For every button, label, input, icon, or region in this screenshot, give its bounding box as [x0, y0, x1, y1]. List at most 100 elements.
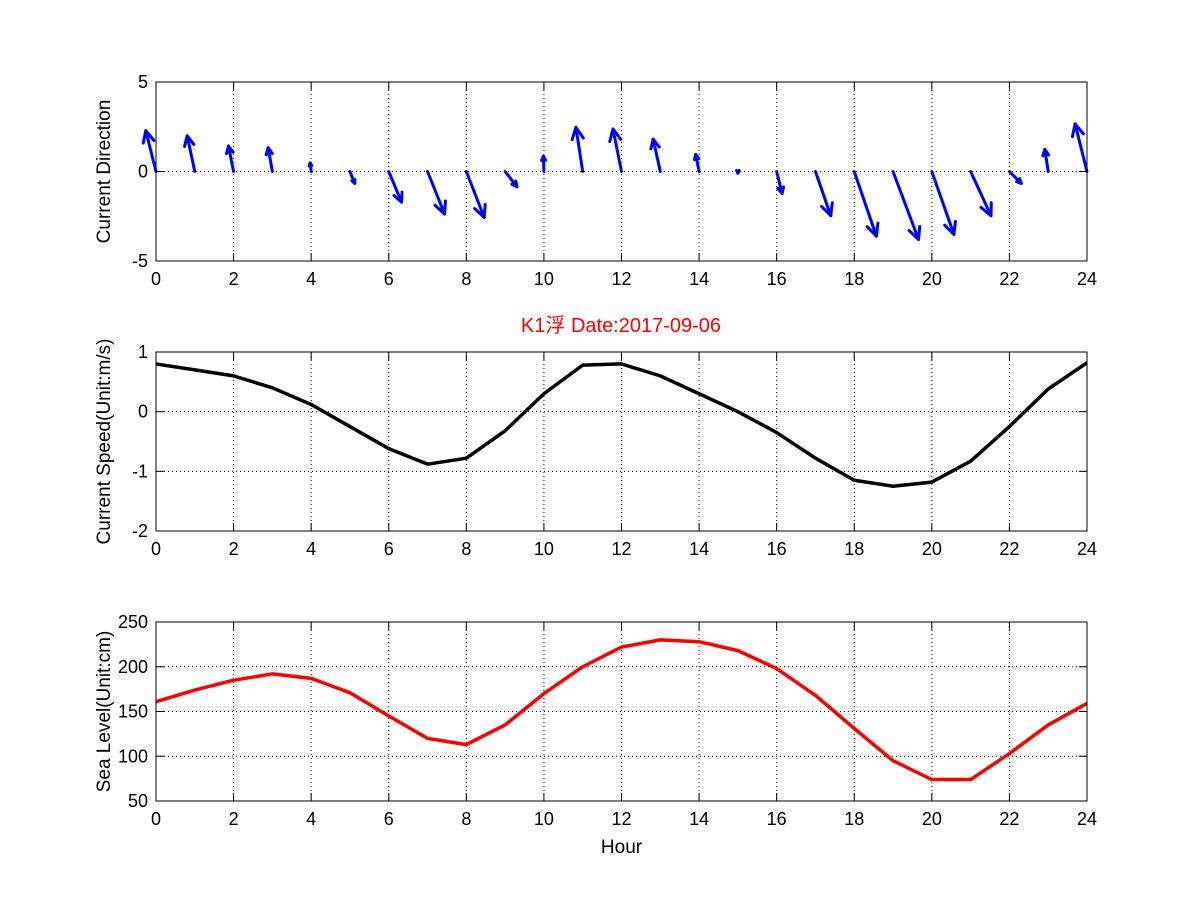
direction-arrow [891, 170, 922, 241]
direction-arrow-shaft [852, 170, 878, 238]
direction-arrow-head [1041, 147, 1051, 158]
speed-x-tick-label: 16 [767, 539, 787, 559]
direction-arrow [570, 125, 585, 173]
direction-arrow-shaft [185, 134, 197, 173]
speed-y-tick-label: -2 [132, 521, 148, 541]
direction-arrow-shaft [813, 170, 833, 218]
direction-arrow-head [307, 161, 314, 168]
sealevel-y-tick-label: 150 [118, 702, 148, 722]
speed-x-tick-label: 18 [844, 539, 864, 559]
sealevel-x-tick-label: 10 [534, 809, 554, 829]
direction-arrow-shaft [930, 170, 956, 236]
sealevel-x-tick-label: 2 [229, 809, 239, 829]
direction-x-tick-label: 4 [306, 269, 316, 289]
direction-y-tick-label: -5 [132, 251, 148, 271]
direction-arrow [307, 161, 314, 173]
direction-axes-frame [155, 81, 1088, 262]
sealevel-x-axis-label: Hour [601, 837, 643, 858]
speed-x-tick-label: 8 [461, 539, 471, 559]
direction-x-tick-label: 0 [151, 269, 161, 289]
direction-x-tick-label: 12 [611, 269, 631, 289]
direction-arrow [649, 137, 662, 173]
sealevel-y-tick-label: 50 [128, 791, 148, 811]
speed-x-tick-label: 24 [1077, 539, 1097, 559]
direction-y-tick-label: 5 [138, 72, 148, 92]
direction-arrow-head [608, 127, 623, 144]
direction-arrow-head [510, 179, 519, 189]
sealevel-x-tick-label: 6 [384, 809, 394, 829]
direction-arrow [692, 153, 701, 173]
direction-arrow-head [570, 125, 585, 142]
speed-x-tick-label: 6 [384, 539, 394, 559]
speed-x-tick-label: 22 [999, 539, 1019, 559]
direction-arrow-head [865, 221, 880, 238]
direction-arrow-head [392, 190, 404, 204]
direction-arrow-shaft [775, 170, 784, 196]
direction-arrow [930, 170, 957, 236]
speed-y-tick-label: 1 [138, 342, 148, 362]
sealevel-y-tick-label: 250 [118, 612, 148, 632]
speed-x-tick-label: 14 [689, 539, 709, 559]
direction-x-tick-label: 8 [461, 269, 471, 289]
direction-arrow-head [225, 144, 235, 156]
sealevel-plot-area [156, 622, 1087, 801]
direction-arrow [969, 170, 993, 218]
direction-arrow-head [264, 146, 274, 157]
direction-x-tick-label: 2 [229, 269, 239, 289]
direction-x-tick-label: 24 [1077, 269, 1097, 289]
sealevel-y-tick-label: 100 [118, 746, 148, 766]
speed-y-axis-label: Current Speed(Unit:m/s) [94, 339, 115, 545]
sealevel-x-tick-label: 24 [1077, 809, 1097, 829]
speed-y-tick-label: 0 [138, 402, 148, 422]
direction-arrow-shaft [144, 129, 158, 173]
direction-x-tick-label: 10 [534, 269, 554, 289]
direction-arrow-head [943, 219, 957, 236]
direction-x-tick-label: 20 [922, 269, 942, 289]
direction-arrow [503, 170, 519, 189]
sealevel-x-tick-label: 18 [844, 809, 864, 829]
direction-arrow [608, 127, 623, 173]
speed-x-tick-label: 20 [922, 539, 942, 559]
sealevel-x-tick-label: 22 [999, 809, 1019, 829]
direction-arrow-head [979, 201, 993, 218]
speed-x-tick-label: 10 [534, 539, 554, 559]
direction-arrow [464, 170, 487, 219]
direction-arrow-head [141, 129, 156, 145]
direction-x-tick-label: 22 [999, 269, 1019, 289]
direction-arrow-head [735, 168, 741, 175]
sealevel-x-tick-label: 20 [922, 809, 942, 829]
speed-plot-area [156, 352, 1087, 531]
direction-arrow-shaft [266, 146, 274, 173]
sealevel-y-axis-label: Sea Level(Unit:cm) [94, 631, 115, 793]
direction-arrow-shaft [574, 125, 585, 173]
direction-arrow [264, 146, 274, 173]
direction-arrow [1070, 122, 1089, 173]
speed-axes-frame [155, 351, 1088, 532]
direction-arrow-shaft [611, 127, 623, 173]
direction-arrow [1041, 147, 1051, 173]
direction-arrow-shaft [969, 170, 993, 218]
sealevel-x-tick-label: 14 [689, 809, 709, 829]
direction-arrow-shaft [426, 170, 447, 216]
direction-y-axis-label: Current Direction [94, 100, 115, 244]
direction-arrow-shaft [464, 170, 486, 219]
sealevel-x-tick-label: 0 [151, 809, 161, 829]
direction-arrow-head [820, 201, 834, 218]
direction-arrow [852, 170, 880, 238]
direction-arrow [141, 129, 158, 173]
speed-x-tick-label: 2 [229, 539, 239, 559]
direction-arrow-head [776, 185, 786, 196]
direction-y-tick-label: 0 [138, 162, 148, 182]
direction-arrow [225, 144, 236, 173]
direction-arrow-head [907, 225, 922, 241]
sealevel-x-tick-label: 4 [306, 809, 316, 829]
sealevel-x-tick-label: 16 [767, 809, 787, 829]
speed-y-tick-label: -1 [132, 461, 148, 481]
direction-arrow [426, 170, 447, 216]
direction-arrow-shaft [226, 144, 236, 173]
direction-arrow [183, 134, 197, 173]
speed-x-tick-label: 0 [151, 539, 161, 559]
